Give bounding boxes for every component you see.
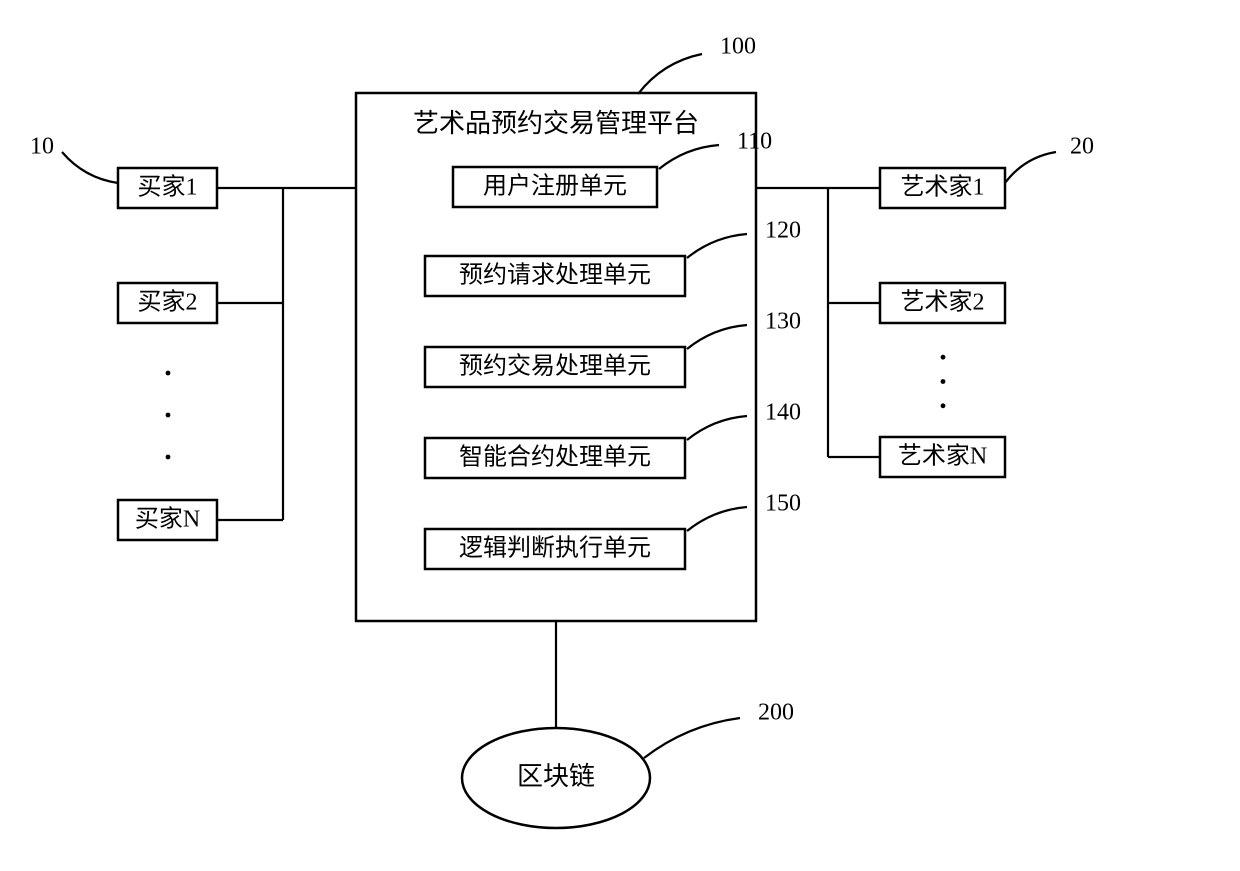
- blockchain-label: 区块链: [517, 762, 595, 791]
- buyer-label: 买家N: [135, 506, 200, 533]
- platform-title: 艺术品预约交易管理平台: [413, 109, 699, 138]
- unit-ref: 120: [765, 218, 801, 244]
- artist-label: 艺术家1: [901, 174, 985, 201]
- blockchain-ref: 200: [758, 700, 794, 726]
- unit-ref: 140: [765, 400, 801, 426]
- unit-label: 智能合约处理单元: [459, 444, 651, 471]
- buyer-label: 买家1: [138, 174, 198, 201]
- artists-ref: 20: [1070, 134, 1094, 160]
- unit-label: 预约请求处理单元: [459, 262, 651, 289]
- unit-label: 预约交易处理单元: [459, 353, 651, 380]
- artist-label: 艺术家2: [901, 289, 985, 316]
- artist-label: 艺术家N: [898, 443, 987, 470]
- platform-ref: 100: [720, 34, 756, 60]
- buyers-ref: 10: [30, 134, 54, 160]
- unit-label: 逻辑判断执行单元: [459, 535, 651, 562]
- unit-label: 用户注册单元: [483, 173, 627, 200]
- unit-ref: 110: [737, 129, 772, 155]
- buyer-label: 买家2: [138, 289, 198, 316]
- unit-ref: 150: [765, 491, 801, 517]
- unit-ref: 130: [765, 309, 801, 335]
